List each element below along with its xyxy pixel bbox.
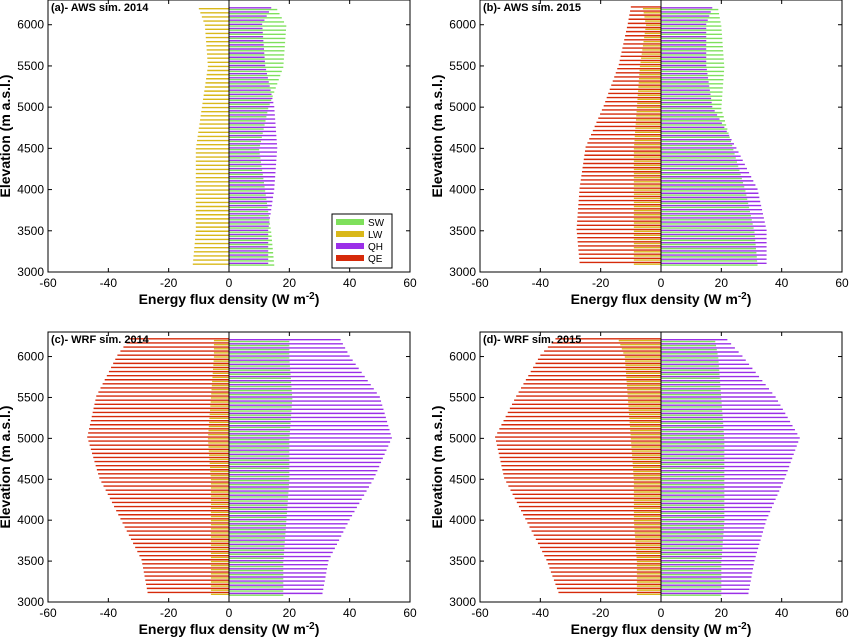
x-tick-label: 60 — [835, 606, 849, 620]
y-tick-label: 3500 — [449, 224, 476, 238]
legend-swatch-qh — [336, 243, 364, 249]
x-axis-label: Energy flux density (W m-2) — [139, 291, 320, 307]
x-tick-label: -40 — [100, 606, 118, 620]
y-tick-label: 4000 — [449, 183, 476, 197]
x-tick-label: -20 — [160, 276, 178, 290]
y-axis-label: Elevation (m a.s.l.) — [0, 406, 13, 529]
x-tick-label: -40 — [100, 276, 118, 290]
x-tick-label: 40 — [775, 606, 789, 620]
x-tick-label: -40 — [532, 606, 550, 620]
x-tick-label: -60 — [471, 606, 489, 620]
y-tick-label: 4000 — [17, 183, 44, 197]
x-tick-label: 20 — [283, 606, 297, 620]
x-tick-label: 40 — [775, 276, 789, 290]
x-axis-label: Energy flux density (W m-2) — [571, 291, 752, 307]
y-tick-label: 5000 — [449, 100, 476, 114]
y-tick-label: 4000 — [449, 513, 476, 527]
x-tick-label: -40 — [532, 276, 550, 290]
legend-label-lw: LW — [368, 230, 383, 241]
panel-title: (b)- AWS sim. 2015 — [483, 2, 581, 14]
chart-panel-d: -60 -40 -20 0 20 40 60 3000 3500 4000 4500 5000 5500… — [429, 331, 849, 637]
y-tick-label: 3000 — [449, 595, 476, 609]
y-tick-label: 5000 — [17, 431, 44, 445]
y-axis-label: Elevation (m a.s.l.) — [429, 75, 445, 198]
y-tick-label: 3500 — [17, 554, 44, 568]
y-tick-label: 5500 — [449, 390, 476, 404]
y-tick-label: 6000 — [17, 18, 44, 32]
y-tick-label: 4500 — [449, 472, 476, 486]
y-tick-label: 5500 — [17, 390, 44, 404]
x-tick-label: 0 — [226, 276, 233, 290]
x-tick-label: -60 — [471, 276, 489, 290]
x-tick-label: -20 — [592, 606, 610, 620]
panel-title: (a)- AWS sim. 2014 — [51, 2, 149, 14]
x-tick-label: 20 — [715, 606, 729, 620]
x-tick-label: 20 — [283, 276, 297, 290]
x-tick-label: -60 — [39, 606, 57, 620]
y-tick-label: 4500 — [449, 141, 476, 155]
x-tick-label: 40 — [343, 276, 357, 290]
legend-swatch-lw — [336, 231, 364, 237]
x-tick-label: 20 — [715, 276, 729, 290]
y-tick-label: 6000 — [449, 18, 476, 32]
y-tick-label: 3000 — [17, 595, 44, 609]
x-axis-label: Energy flux density (W m-2) — [571, 621, 752, 637]
y-tick-label: 4500 — [17, 472, 44, 486]
y-axis-label: Elevation (m a.s.l.) — [0, 75, 13, 198]
legend-label-sw: SW — [368, 218, 385, 229]
x-tick-label: -20 — [592, 276, 610, 290]
y-tick-label: 3500 — [449, 554, 476, 568]
chart-panel-a: -60 -40 -20 0 20 40 60 3000 3500 4000 4500 5000 5500… — [0, 0, 417, 307]
x-tick-label: 0 — [658, 276, 665, 290]
y-tick-label: 5500 — [17, 59, 44, 73]
y-tick-label: 4500 — [17, 141, 44, 155]
x-tick-label: -60 — [39, 276, 57, 290]
legend-label-qe: QE — [368, 254, 383, 265]
y-tick-label: 6000 — [449, 350, 476, 364]
y-tick-label: 3000 — [17, 265, 44, 279]
x-tick-label: 40 — [343, 606, 357, 620]
panel-title: (c)- WRF sim. 2014 — [51, 334, 150, 346]
x-tick-label: 60 — [403, 276, 417, 290]
chart-panel-c: -60 -40 -20 0 20 40 60 3000 3500 4000 4500 5000 5500… — [0, 331, 417, 637]
y-tick-label: 5000 — [449, 431, 476, 445]
y-tick-label: 5000 — [17, 100, 44, 114]
legend-swatch-sw — [336, 219, 364, 225]
y-tick-label: 5500 — [449, 59, 476, 73]
x-tick-label: 60 — [835, 276, 849, 290]
legend-label-qh: QH — [368, 242, 383, 253]
x-tick-label: 60 — [403, 606, 417, 620]
legend-swatch-qe — [336, 255, 364, 261]
x-tick-label: -20 — [160, 606, 178, 620]
y-tick-label: 4000 — [17, 513, 44, 527]
panel-title: (d)- WRF sim. 2015 — [483, 334, 581, 346]
chart-panel-b: -60 -40 -20 0 20 40 60 3000 3500 4000 4500 5000 5500… — [429, 0, 849, 307]
y-axis-label: Elevation (m a.s.l.) — [429, 406, 445, 529]
y-tick-label: 3000 — [449, 265, 476, 279]
y-tick-label: 3500 — [17, 224, 44, 238]
x-tick-label: 0 — [658, 606, 665, 620]
x-axis-label: Energy flux density (W m-2) — [139, 621, 320, 637]
y-tick-label: 6000 — [17, 350, 44, 364]
x-tick-label: 0 — [226, 606, 233, 620]
